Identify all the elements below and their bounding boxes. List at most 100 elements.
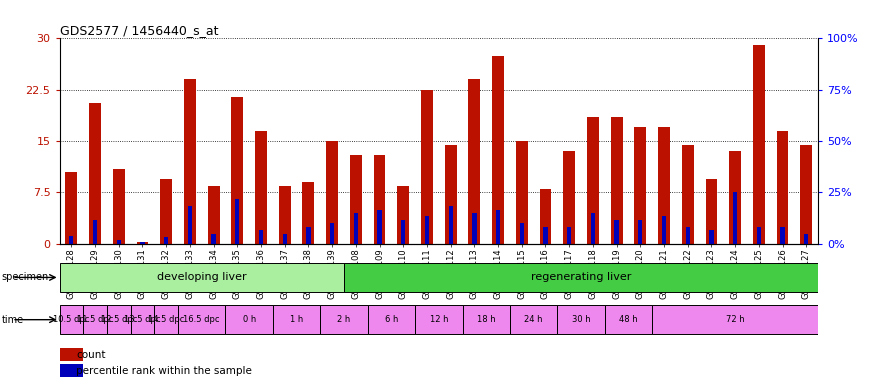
- Text: 2 h: 2 h: [338, 315, 351, 324]
- Bar: [540, 189, 551, 244]
- Bar: [804, 233, 808, 244]
- Bar: [587, 117, 598, 244]
- Text: 16.5 dpc: 16.5 dpc: [184, 315, 220, 324]
- Bar: [66, 172, 77, 244]
- Bar: [682, 144, 694, 244]
- Bar: [259, 230, 263, 244]
- Bar: [634, 127, 647, 244]
- Bar: [801, 144, 812, 244]
- Text: 72 h: 72 h: [726, 315, 745, 324]
- FancyBboxPatch shape: [320, 305, 368, 334]
- Bar: [160, 179, 172, 244]
- Bar: [374, 155, 386, 244]
- Text: regenerating liver: regenerating liver: [531, 272, 631, 283]
- Bar: [397, 185, 410, 244]
- FancyBboxPatch shape: [368, 305, 415, 334]
- Bar: [279, 185, 290, 244]
- Text: 30 h: 30 h: [571, 315, 591, 324]
- FancyBboxPatch shape: [510, 305, 557, 334]
- Bar: [326, 141, 338, 244]
- FancyBboxPatch shape: [226, 305, 273, 334]
- FancyBboxPatch shape: [178, 305, 226, 334]
- Bar: [496, 210, 500, 244]
- Bar: [777, 131, 788, 244]
- Bar: [113, 169, 125, 244]
- Bar: [516, 141, 528, 244]
- Bar: [212, 233, 216, 244]
- Bar: [705, 179, 717, 244]
- FancyBboxPatch shape: [60, 305, 83, 334]
- FancyBboxPatch shape: [60, 263, 344, 292]
- Bar: [757, 227, 761, 244]
- Bar: [611, 117, 622, 244]
- Bar: [468, 79, 480, 244]
- Text: developing liver: developing liver: [157, 272, 247, 283]
- Bar: [710, 230, 714, 244]
- FancyBboxPatch shape: [344, 263, 818, 292]
- Bar: [733, 192, 738, 244]
- Bar: [377, 210, 382, 244]
- Text: 18 h: 18 h: [477, 315, 495, 324]
- FancyBboxPatch shape: [154, 305, 178, 334]
- Text: percentile rank within the sample: percentile rank within the sample: [76, 366, 252, 376]
- Bar: [354, 213, 358, 244]
- Text: 6 h: 6 h: [385, 315, 398, 324]
- Text: 1 h: 1 h: [290, 315, 304, 324]
- Bar: [449, 206, 452, 244]
- Bar: [567, 227, 571, 244]
- Bar: [425, 217, 429, 244]
- FancyBboxPatch shape: [107, 305, 130, 334]
- Text: 10.5 dpc: 10.5 dpc: [53, 315, 89, 324]
- Bar: [662, 217, 666, 244]
- Bar: [136, 242, 149, 244]
- Text: 12 h: 12 h: [430, 315, 448, 324]
- FancyBboxPatch shape: [83, 305, 107, 334]
- Bar: [638, 220, 642, 244]
- Bar: [303, 182, 314, 244]
- Text: 0 h: 0 h: [242, 315, 256, 324]
- Bar: [60, 364, 83, 377]
- Bar: [283, 233, 287, 244]
- Bar: [780, 227, 785, 244]
- Text: time: time: [2, 314, 24, 325]
- Text: 48 h: 48 h: [620, 315, 638, 324]
- Text: 14.5 dpc: 14.5 dpc: [148, 315, 185, 324]
- Bar: [306, 227, 311, 244]
- Bar: [752, 45, 765, 244]
- Bar: [330, 223, 334, 244]
- Bar: [207, 185, 220, 244]
- Bar: [350, 155, 361, 244]
- Bar: [686, 227, 690, 244]
- Text: count: count: [76, 349, 106, 359]
- FancyBboxPatch shape: [605, 305, 652, 334]
- Bar: [69, 236, 74, 244]
- FancyBboxPatch shape: [415, 305, 463, 334]
- FancyBboxPatch shape: [557, 305, 605, 334]
- Bar: [520, 223, 524, 244]
- Bar: [473, 213, 477, 244]
- Bar: [255, 131, 267, 244]
- FancyBboxPatch shape: [463, 305, 510, 334]
- Bar: [543, 227, 548, 244]
- Bar: [188, 206, 192, 244]
- Bar: [658, 127, 670, 244]
- Bar: [564, 151, 575, 244]
- Text: 24 h: 24 h: [524, 315, 542, 324]
- Bar: [492, 56, 504, 244]
- Text: 13.5 dpc: 13.5 dpc: [124, 315, 161, 324]
- Bar: [231, 97, 243, 244]
- FancyBboxPatch shape: [130, 305, 154, 334]
- Text: 11.5 dpc: 11.5 dpc: [77, 315, 113, 324]
- FancyBboxPatch shape: [273, 305, 320, 334]
- Bar: [89, 103, 101, 244]
- Bar: [421, 90, 433, 244]
- Bar: [401, 220, 405, 244]
- Bar: [729, 151, 741, 244]
- FancyBboxPatch shape: [652, 305, 818, 334]
- Bar: [614, 220, 619, 244]
- Text: GDS2577 / 1456440_s_at: GDS2577 / 1456440_s_at: [60, 24, 218, 37]
- Bar: [235, 199, 240, 244]
- Bar: [164, 237, 168, 244]
- Bar: [591, 213, 595, 244]
- Bar: [93, 220, 97, 244]
